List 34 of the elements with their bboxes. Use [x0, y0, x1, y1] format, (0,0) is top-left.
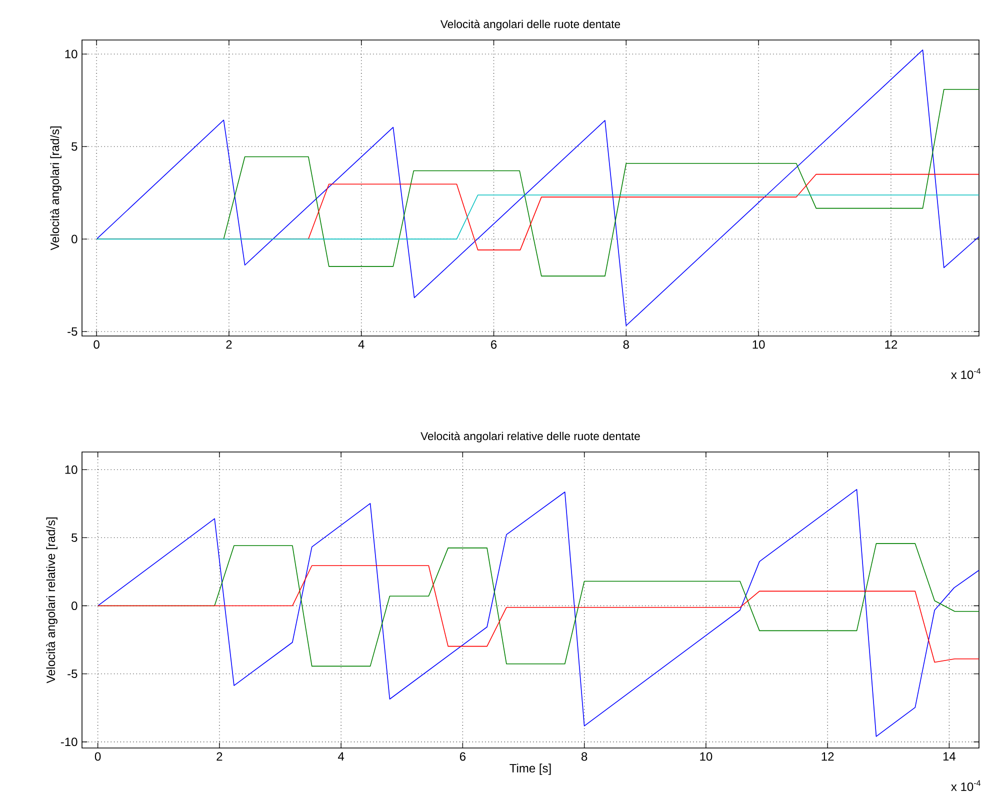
chart-title: Velocità angolari relative delle ruote dentate — [420, 432, 640, 442]
x-tick-label: 0 — [94, 752, 101, 761]
x-tick-label: 10 — [752, 340, 765, 349]
x-tick-label: 4 — [358, 340, 364, 349]
text: x 10$^{-4}$ — [951, 368, 981, 379]
x-tick-label: 4 — [338, 752, 344, 761]
y-tick-label: 0 — [72, 234, 78, 244]
text: x 10$^{-4}$ — [951, 780, 981, 791]
x-tick-label: 10 — [700, 752, 712, 761]
y-axis-title: Velocità angolari relative [rad/s] — [46, 517, 58, 684]
x-tick-label: 8 — [582, 752, 588, 761]
line-series — [96, 50, 980, 326]
y-tick-label: -10 — [60, 738, 78, 746]
x-tick-label: 2 — [216, 752, 222, 761]
y-tick-label: 0 — [72, 602, 78, 610]
x-tick-label: 14 — [943, 752, 956, 761]
line-series — [97, 565, 979, 663]
y-tick-label: 5 — [72, 534, 78, 542]
x-axis-title: Time [s] — [510, 764, 551, 775]
y-tick-label: -5 — [68, 670, 78, 678]
x-tick-label: 2 — [226, 340, 232, 349]
x-tick-label: 6 — [491, 340, 497, 349]
y-tick-label: -5 — [68, 327, 78, 336]
y-axis-title: Velocità angolari [rad/s] — [50, 126, 62, 250]
y-tick-label: 5 — [72, 142, 78, 151]
chart-title: Velocità angolari delle ruote dentate — [440, 20, 620, 30]
x-tick-label: 12 — [885, 340, 898, 349]
y-tick-label: 10 — [65, 465, 78, 474]
x-tick-label: 8 — [623, 340, 629, 349]
y-tick-label: 10 — [65, 50, 78, 58]
x-tick-label: 12 — [822, 752, 834, 761]
x-tick-label: 0 — [94, 340, 100, 349]
x-tick-label: 6 — [460, 752, 466, 761]
line-series — [97, 489, 979, 737]
